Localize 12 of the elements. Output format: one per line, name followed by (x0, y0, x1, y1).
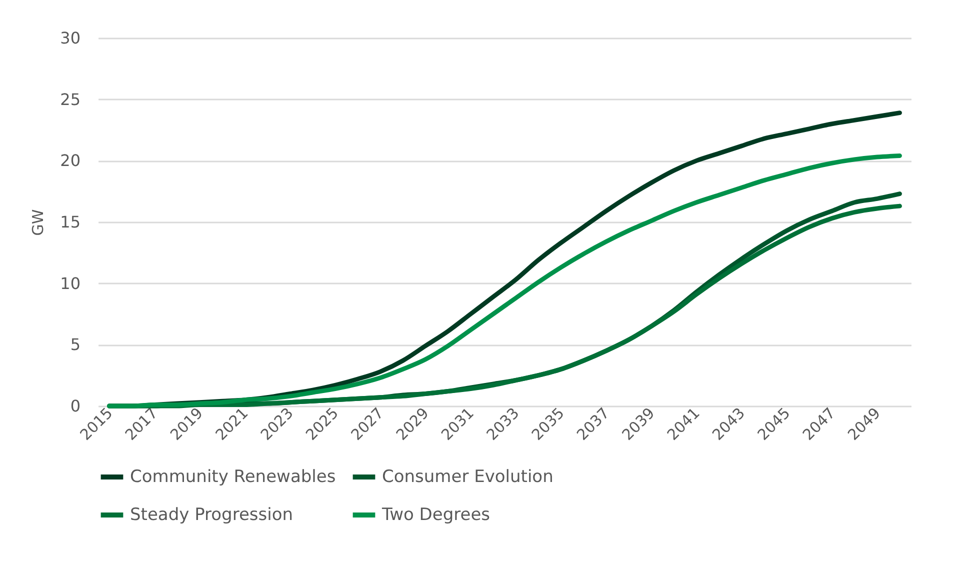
y-tick-label: 25 (60, 90, 80, 109)
legend-label: Steady Progression (130, 505, 294, 525)
legend-label: Two Degrees (381, 505, 490, 525)
y-tick-label: 5 (70, 335, 80, 354)
legend-label: Consumer Evolution (382, 467, 554, 487)
y-tick-label: 0 (70, 396, 80, 416)
legend-label: Community Renewables (130, 467, 336, 487)
y-tick-label: 30 (60, 28, 80, 48)
y-tick-label: 10 (60, 274, 80, 293)
y-axis-title: GW (29, 209, 48, 236)
y-tick-label: 15 (60, 212, 80, 232)
y-tick-label: 20 (60, 151, 80, 170)
